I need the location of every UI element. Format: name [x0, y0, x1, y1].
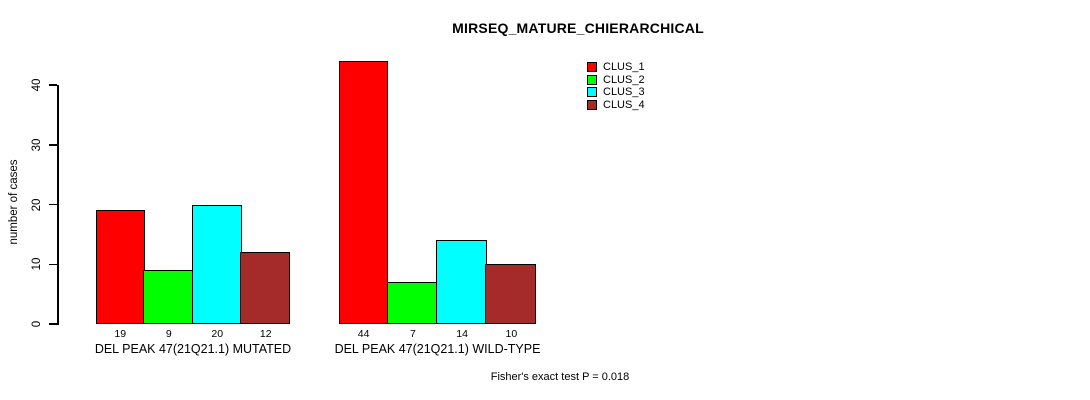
- y-tick-mark: [49, 84, 57, 86]
- legend-label: CLUS_1: [603, 61, 645, 74]
- y-tick-label: 40: [31, 78, 43, 92]
- legend-swatch-clus_3: [587, 87, 597, 98]
- chart-title: MIRSEQ_MATURE_CHIERARCHICAL: [452, 20, 704, 36]
- legend-label: CLUS_4: [603, 98, 645, 111]
- y-axis-line: [57, 85, 59, 325]
- bar-clus_2-group1: [143, 270, 193, 324]
- legend-swatch-clus_1: [587, 62, 597, 73]
- y-tick-label: 10: [31, 257, 43, 271]
- bar-value-label: 19: [114, 328, 127, 340]
- bar-value-label: 12: [259, 328, 272, 340]
- bar-clus_3-group2: [436, 240, 487, 324]
- bar-clus_4-group2: [485, 264, 536, 324]
- y-tick-label: 20: [31, 198, 43, 211]
- bar-clus_2-group2: [386, 282, 438, 324]
- bar-value-label: 14: [456, 328, 468, 340]
- legend: CLUS_1 CLUS_2 CLUS_3 CLUS_4: [587, 61, 645, 111]
- bar-clus_1-group1: [96, 210, 145, 324]
- legend-label: CLUS_2: [603, 73, 645, 86]
- category-label-group1: DEL PEAK 47(21Q21.1) MUTATED: [94, 342, 292, 356]
- y-tick-mark: [49, 263, 57, 265]
- legend-swatch-clus_4: [587, 99, 597, 110]
- bar-value-label: 20: [211, 328, 224, 340]
- legend-item-clus_2: CLUS_2: [587, 74, 645, 87]
- legend-label: CLUS_3: [603, 86, 645, 99]
- bar-clus_1-group2: [339, 61, 389, 324]
- y-tick-label: 0: [31, 320, 43, 328]
- legend-item-clus_4: CLUS_4: [587, 99, 645, 112]
- legend-item-clus_1: CLUS_1: [587, 61, 645, 74]
- legend-swatch-clus_2: [587, 74, 597, 85]
- bar-value-label: 44: [357, 328, 370, 340]
- bar-value-label: 10: [505, 328, 518, 340]
- y-tick-mark: [49, 144, 57, 146]
- category-label-group2: DEL PEAK 47(21Q21.1) WILD-TYPE: [334, 342, 541, 356]
- bar-clus_4-group1: [240, 252, 290, 324]
- y-tick-mark: [49, 203, 57, 206]
- bar-value-label: 9: [165, 328, 172, 340]
- legend-item-clus_3: CLUS_3: [587, 86, 645, 99]
- y-tick-mark: [49, 323, 57, 325]
- statistical-test-note: Fisher's exact test P = 0.018: [490, 371, 630, 383]
- bar-clus_3-group1: [191, 204, 242, 324]
- y-tick-label: 30: [31, 138, 43, 152]
- y-axis-label: number of cases: [8, 159, 20, 245]
- bar-value-label: 7: [409, 328, 416, 340]
